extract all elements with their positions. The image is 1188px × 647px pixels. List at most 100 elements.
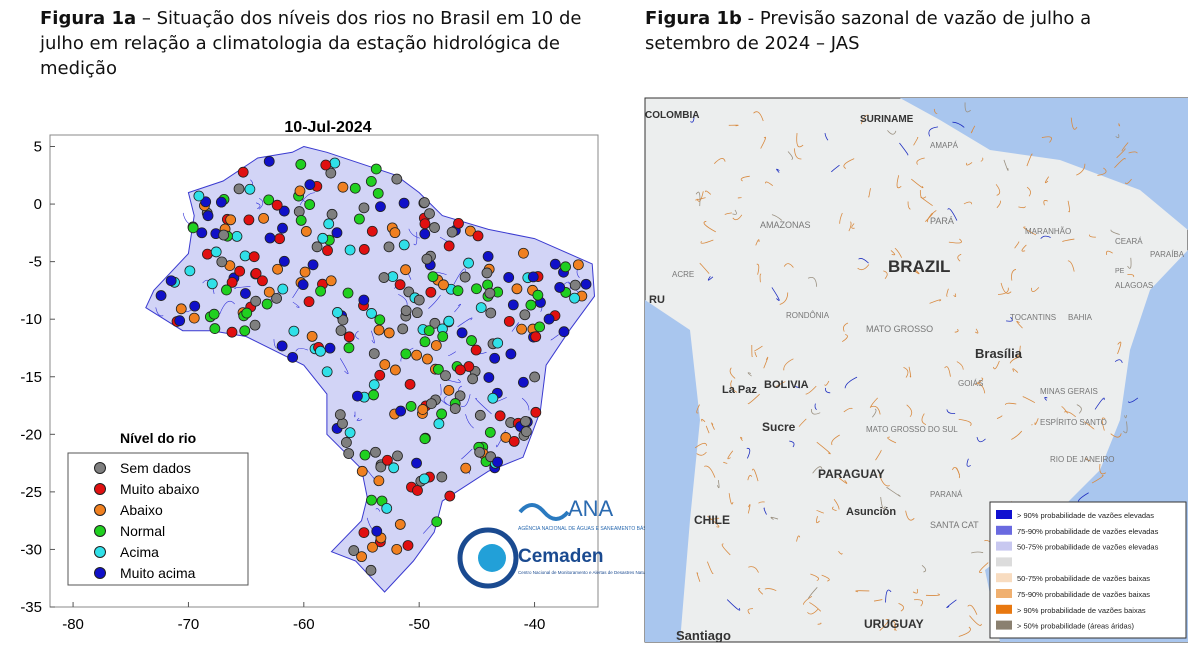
river bbox=[967, 604, 978, 615]
river bbox=[763, 356, 769, 369]
river bbox=[843, 407, 853, 413]
river bbox=[747, 393, 760, 405]
place-label: Sucre bbox=[762, 420, 796, 434]
station bbox=[365, 176, 377, 187]
y-tick-label: -20 bbox=[20, 426, 42, 443]
station bbox=[341, 437, 352, 448]
river bbox=[760, 136, 767, 149]
station bbox=[210, 246, 222, 258]
legend-box bbox=[67, 452, 249, 586]
station bbox=[368, 389, 379, 401]
river bbox=[869, 397, 878, 408]
river bbox=[753, 111, 764, 122]
station bbox=[411, 349, 423, 361]
river bbox=[732, 209, 737, 215]
river bbox=[890, 250, 896, 256]
station bbox=[258, 212, 269, 224]
station bbox=[175, 303, 187, 315]
river bbox=[1070, 117, 1078, 130]
river bbox=[825, 387, 831, 394]
station bbox=[216, 256, 228, 268]
river bbox=[966, 162, 973, 166]
river bbox=[1097, 167, 1107, 176]
river bbox=[1012, 368, 1019, 373]
river bbox=[956, 361, 964, 370]
station bbox=[371, 525, 383, 537]
station bbox=[208, 308, 220, 320]
river bbox=[789, 440, 795, 448]
river bbox=[954, 328, 959, 333]
station bbox=[321, 366, 333, 378]
station bbox=[215, 196, 227, 208]
station bbox=[366, 494, 377, 506]
station bbox=[325, 275, 337, 287]
river bbox=[894, 624, 897, 632]
station bbox=[530, 406, 542, 418]
station bbox=[436, 408, 447, 420]
station bbox=[419, 228, 431, 240]
river bbox=[724, 212, 732, 215]
river bbox=[758, 501, 765, 504]
river bbox=[880, 496, 886, 510]
station bbox=[405, 400, 417, 412]
station bbox=[443, 315, 455, 327]
river bbox=[809, 602, 822, 612]
station bbox=[331, 227, 343, 239]
river bbox=[740, 175, 750, 182]
station bbox=[417, 404, 429, 415]
station bbox=[343, 331, 355, 343]
station bbox=[419, 197, 430, 208]
river bbox=[921, 564, 927, 573]
river bbox=[292, 301, 300, 308]
river bbox=[457, 317, 473, 328]
river bbox=[970, 125, 976, 134]
station bbox=[388, 462, 400, 474]
y-tick-label: -35 bbox=[20, 599, 42, 616]
caption-1b: Figura 1b - Previsão sazonal de vazão de… bbox=[645, 6, 1165, 56]
station bbox=[392, 450, 403, 462]
station bbox=[358, 527, 370, 538]
station bbox=[295, 159, 307, 170]
station bbox=[271, 292, 282, 304]
place-label: PARÁ bbox=[930, 216, 954, 226]
legend-marker bbox=[94, 567, 106, 579]
river bbox=[695, 191, 701, 207]
river bbox=[1110, 229, 1120, 235]
river bbox=[779, 292, 789, 305]
river bbox=[933, 108, 938, 114]
place-label: MINAS GERAIS bbox=[1040, 387, 1098, 396]
river bbox=[1115, 134, 1120, 139]
river bbox=[815, 515, 820, 524]
place-label: Santiago bbox=[676, 628, 731, 643]
river bbox=[817, 622, 822, 625]
legend-swatch bbox=[996, 620, 1012, 630]
station bbox=[249, 319, 261, 331]
station bbox=[443, 384, 455, 396]
river bbox=[755, 239, 760, 246]
x-tick-label: -80 bbox=[62, 616, 84, 633]
river bbox=[903, 366, 909, 378]
station bbox=[209, 323, 221, 334]
station bbox=[225, 214, 237, 226]
station bbox=[492, 456, 503, 468]
x-tick-label: -40 bbox=[524, 616, 546, 633]
station bbox=[358, 294, 370, 306]
station bbox=[483, 372, 495, 383]
station bbox=[378, 272, 390, 283]
station bbox=[263, 155, 275, 167]
river bbox=[728, 124, 739, 127]
station bbox=[419, 336, 431, 348]
station bbox=[326, 208, 338, 220]
river bbox=[258, 198, 264, 210]
river bbox=[805, 385, 817, 395]
station bbox=[311, 241, 323, 253]
station bbox=[381, 502, 393, 514]
river bbox=[816, 509, 824, 514]
caption-text: – Situação dos níveis dos rios no Brasil… bbox=[40, 8, 582, 79]
river bbox=[914, 268, 920, 275]
place-label: PE bbox=[1115, 268, 1125, 275]
river bbox=[1067, 200, 1071, 213]
river bbox=[905, 510, 915, 521]
station bbox=[306, 330, 318, 342]
river bbox=[916, 157, 925, 165]
